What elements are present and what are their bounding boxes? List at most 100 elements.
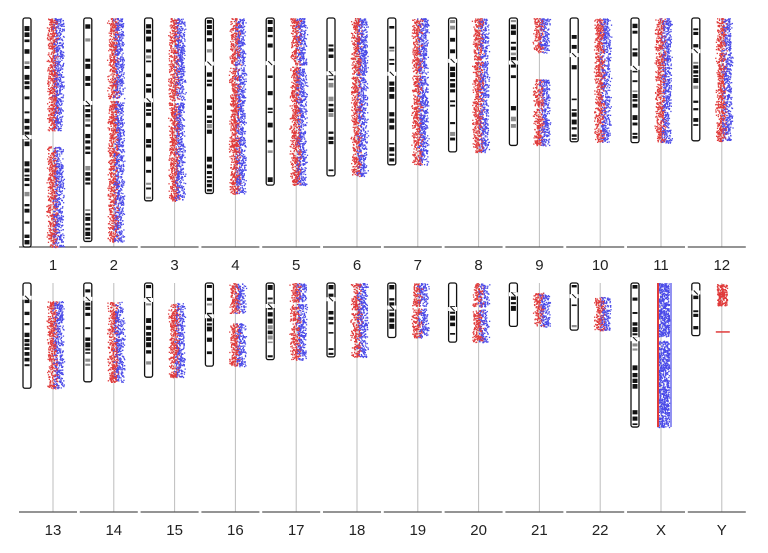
signal-dot	[114, 42, 115, 43]
signal-dot	[63, 110, 64, 111]
signal-dot	[120, 168, 121, 169]
signal-dot	[119, 96, 120, 97]
signal-dot	[55, 226, 56, 227]
signal-dot	[121, 108, 122, 109]
signal-dot	[53, 31, 54, 32]
signal-dot	[55, 55, 56, 56]
signal-dot	[63, 63, 64, 64]
signal-dot	[54, 20, 55, 21]
ideogram-band	[146, 36, 151, 41]
signal-dot	[116, 57, 117, 58]
signal-dot	[49, 130, 50, 131]
signal-dot	[120, 61, 121, 62]
signal-dot	[123, 67, 124, 68]
signal-dot	[178, 81, 179, 82]
signal-dot	[172, 189, 173, 190]
signal-dot	[118, 239, 119, 240]
signal-dot	[118, 40, 119, 41]
signal-dot	[112, 73, 113, 74]
signal-dot	[171, 151, 172, 152]
ideogram-band	[146, 88, 151, 92]
signal-dot	[181, 122, 182, 123]
signal-dot	[123, 31, 124, 32]
signal-dot	[182, 29, 183, 30]
signal-dot	[59, 239, 60, 240]
signal-dot	[115, 164, 116, 165]
ideogram-band	[146, 74, 151, 78]
signal-dot	[109, 44, 110, 45]
signal-dot	[108, 179, 109, 180]
signal-dot	[52, 47, 53, 48]
signal-dot	[112, 26, 113, 27]
signal-dot	[54, 62, 55, 63]
signal-dot	[112, 228, 113, 229]
signal-dot	[168, 169, 169, 170]
signal-dot	[177, 18, 178, 19]
signal-dot	[52, 185, 53, 186]
signal-dot	[113, 50, 114, 51]
signal-dot	[111, 238, 112, 239]
signal-dot	[178, 160, 179, 161]
signal-dot	[118, 198, 119, 199]
signal-dot	[63, 195, 64, 196]
signal-dot	[123, 102, 124, 103]
signal-dot	[53, 204, 54, 205]
signal-dot	[62, 82, 63, 83]
signal-dot	[116, 154, 117, 155]
signal-dot	[113, 217, 114, 218]
signal-dot	[116, 129, 117, 130]
signal-dot	[114, 166, 115, 167]
signal-dot	[115, 52, 116, 53]
signal-dot	[58, 45, 59, 46]
signal-dot	[110, 199, 111, 200]
signal-dot	[121, 184, 122, 185]
signal-dot	[114, 192, 115, 193]
signal-dot	[50, 19, 51, 20]
signal-dot	[49, 48, 50, 49]
signal-dot	[183, 69, 184, 70]
signal-dot	[115, 155, 116, 156]
signal-dot	[172, 171, 173, 172]
signal-dot	[55, 64, 56, 65]
signal-dot	[56, 103, 57, 104]
signal-dot	[113, 63, 114, 64]
signal-dot	[122, 146, 123, 147]
signal-dot	[121, 233, 122, 234]
signal-dot	[56, 51, 57, 52]
ideogram-band	[85, 105, 90, 107]
signal-dot	[53, 151, 54, 152]
signal-dot	[179, 186, 180, 187]
signal-dot	[113, 177, 114, 178]
ideogram-band	[85, 217, 90, 221]
signal-dot	[50, 43, 51, 44]
signal-dot	[56, 110, 57, 111]
signal-dot	[53, 29, 54, 30]
signal-dot	[53, 125, 54, 126]
signal-dot	[114, 120, 115, 121]
signal-dot	[116, 42, 117, 43]
signal-dot	[122, 231, 123, 232]
signal-dot	[117, 26, 118, 27]
signal-dot	[119, 225, 120, 226]
signal-dot	[122, 91, 123, 92]
signal-dot	[119, 25, 120, 26]
signal-dot	[122, 235, 123, 236]
signal-dot	[63, 81, 64, 82]
signal-dot	[64, 188, 65, 189]
signal-dot	[115, 25, 116, 26]
signal-dot	[59, 160, 60, 161]
signal-dot	[119, 92, 120, 93]
signal-dot	[52, 66, 53, 67]
signal-dot	[172, 93, 173, 94]
signal-dot	[48, 76, 49, 77]
signal-dot	[111, 96, 112, 97]
signal-dot	[53, 53, 54, 54]
signal-dot	[184, 151, 185, 152]
signal-dot	[55, 100, 56, 101]
ideogram-band	[146, 61, 151, 63]
signal-dot	[122, 204, 123, 205]
signal-dot	[51, 160, 52, 161]
signal-dot	[116, 114, 117, 115]
signal-dot	[61, 213, 62, 214]
signal-dot	[60, 61, 61, 62]
